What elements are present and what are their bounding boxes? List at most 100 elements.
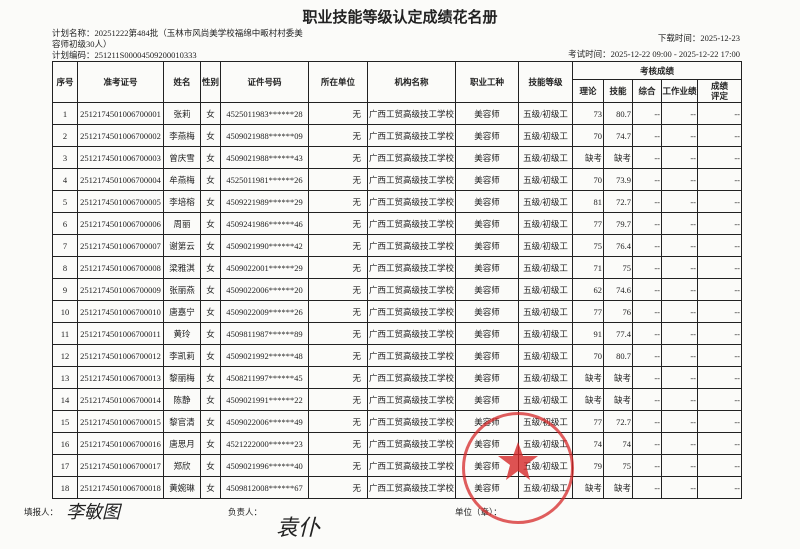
cell-theory: 74 xyxy=(572,432,604,455)
cell-id: 4509021988******09 xyxy=(220,124,309,147)
cell-theory: 70 xyxy=(572,168,604,191)
cell-unit: 无 xyxy=(308,410,368,433)
table-row: 17 2512174501006700017 郑欣女 4509021996******… xyxy=(52,454,742,477)
cell-unit: 无 xyxy=(308,124,368,147)
cell-org: 广西工贸高级技工学校 xyxy=(367,476,456,499)
cell-occupation: 美容师 xyxy=(455,146,519,169)
cell-org: 广西工贸高级技工学校 xyxy=(367,410,456,433)
cell-org: 广西工贸高级技工学校 xyxy=(367,234,456,257)
cell-overall: -- xyxy=(632,432,662,455)
cell-occupation: 美容师 xyxy=(455,476,519,499)
score-roster-table: 序号 准考证号 姓名 性别 证件号码 所在单位 机构名称 职业工种 技能等级 考… xyxy=(52,61,742,499)
table-row: 8 2512174501006700008 梁雅淇女 4509022001******… xyxy=(52,256,742,279)
cell-ticket: 2512174501006700018 xyxy=(77,476,164,499)
cell-name: 李燕梅 xyxy=(163,124,201,147)
plan-name-continued: 容师初级30人） xyxy=(52,39,112,49)
cell-seq: 10 xyxy=(52,300,78,323)
cell-level: 五级/初级工 xyxy=(518,278,573,301)
table-row: 13 2512174501006700013 黎丽梅女 4508211997*****… xyxy=(52,366,742,389)
cell-rating: -- xyxy=(697,454,742,477)
header-name: 姓名 xyxy=(163,61,201,103)
cell-ticket: 2512174501006700013 xyxy=(77,366,164,389)
cell-name: 谢第云 xyxy=(163,234,201,257)
cell-org: 广西工贸高级技工学校 xyxy=(367,168,456,191)
cell-occupation: 美容师 xyxy=(455,322,519,345)
cell-skill: 缺考 xyxy=(603,366,633,389)
cell-level: 五级/初级工 xyxy=(518,124,573,147)
header-level: 技能等级 xyxy=(518,61,573,103)
cell-gender: 女 xyxy=(200,344,221,367)
cell-id: 4525011981******26 xyxy=(220,168,309,191)
manager-signature: 袁仆 xyxy=(276,510,320,542)
plan-code: 计划编码：251211S00004509200010333 xyxy=(52,50,197,60)
cell-overall: -- xyxy=(632,102,662,125)
filler-signature: 李敏图 xyxy=(66,498,120,524)
cell-occupation: 美容师 xyxy=(455,410,519,433)
cell-seq: 15 xyxy=(52,410,78,433)
cell-name: 张丽燕 xyxy=(163,278,201,301)
cell-theory: 缺考 xyxy=(572,366,604,389)
cell-rating: -- xyxy=(697,256,742,279)
cell-level: 五级/初级工 xyxy=(518,454,573,477)
cell-id: 4509022006******20 xyxy=(220,278,309,301)
cell-id: 4509221989******29 xyxy=(220,190,309,213)
cell-id: 4509022009******26 xyxy=(220,300,309,323)
cell-seq: 17 xyxy=(52,454,78,477)
cell-seq: 12 xyxy=(52,344,78,367)
table-row: 6 2512174501006700006 周丽女 4509241986******4… xyxy=(52,212,742,235)
cell-org: 广西工贸高级技工学校 xyxy=(367,124,456,147)
cell-theory: 91 xyxy=(572,322,604,345)
cell-name: 唐嘉宁 xyxy=(163,300,201,323)
cell-work: -- xyxy=(661,234,698,257)
cell-ticket: 2512174501006700007 xyxy=(77,234,164,257)
cell-overall: -- xyxy=(632,322,662,345)
table-row: 7 2512174501006700007 谢第云女 4509021990******… xyxy=(52,234,742,257)
cell-rating: -- xyxy=(697,102,742,125)
cell-gender: 女 xyxy=(200,278,221,301)
cell-ticket: 2512174501006700003 xyxy=(77,146,164,169)
cell-gender: 女 xyxy=(200,322,221,345)
cell-overall: -- xyxy=(632,388,662,411)
cell-org: 广西工贸高级技工学校 xyxy=(367,300,456,323)
header-rating: 成绩评定 xyxy=(697,79,742,103)
cell-org: 广西工贸高级技工学校 xyxy=(367,256,456,279)
cell-name: 牟燕梅 xyxy=(163,168,201,191)
cell-skill: 76 xyxy=(603,300,633,323)
cell-ticket: 2512174501006700011 xyxy=(77,322,164,345)
cell-name: 周丽 xyxy=(163,212,201,235)
cell-ticket: 2512174501006700010 xyxy=(77,300,164,323)
cell-level: 五级/初级工 xyxy=(518,476,573,499)
cell-ticket: 2512174501006700015 xyxy=(77,410,164,433)
table-row: 18 2512174501006700018 黄婉琳女 4509812008*****… xyxy=(52,476,742,499)
download-time: 下载时间：2025-12-23 xyxy=(657,33,740,43)
cell-org: 广西工贸高级技工学校 xyxy=(367,388,456,411)
cell-gender: 女 xyxy=(200,454,221,477)
cell-org: 广西工贸高级技工学校 xyxy=(367,344,456,367)
table-row: 11 2512174501006700011 黄玲女 4509811987******… xyxy=(52,322,742,345)
cell-theory: 70 xyxy=(572,124,604,147)
cell-gender: 女 xyxy=(200,124,221,147)
cell-id: 4509021988******43 xyxy=(220,146,309,169)
cell-org: 广西工贸高级技工学校 xyxy=(367,454,456,477)
cell-theory: 缺考 xyxy=(572,388,604,411)
cell-occupation: 美容师 xyxy=(455,124,519,147)
cell-overall: -- xyxy=(632,234,662,257)
cell-id: 4509021992******48 xyxy=(220,344,309,367)
cell-name: 梁雅淇 xyxy=(163,256,201,279)
cell-occupation: 美容师 xyxy=(455,344,519,367)
cell-overall: -- xyxy=(632,146,662,169)
table-row: 5 2512174501006700005 李培榕女 4509221989******… xyxy=(52,190,742,213)
cell-overall: -- xyxy=(632,212,662,235)
cell-theory: 75 xyxy=(572,234,604,257)
cell-overall: -- xyxy=(632,476,662,499)
cell-level: 五级/初级工 xyxy=(518,168,573,191)
cell-work: -- xyxy=(661,300,698,323)
cell-overall: -- xyxy=(632,168,662,191)
cell-rating: -- xyxy=(697,190,742,213)
cell-occupation: 美容师 xyxy=(455,256,519,279)
cell-level: 五级/初级工 xyxy=(518,102,573,125)
cell-skill: 77.4 xyxy=(603,322,633,345)
cell-ticket: 2512174501006700006 xyxy=(77,212,164,235)
cell-overall: -- xyxy=(632,278,662,301)
manager-signature-text: 袁仆 xyxy=(276,516,321,541)
